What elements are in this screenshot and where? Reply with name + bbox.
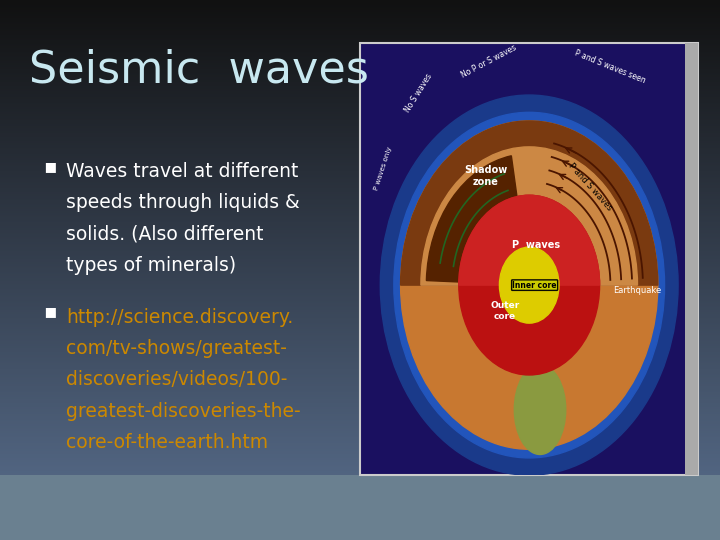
- Text: P and S waves: P and S waves: [567, 161, 613, 213]
- Text: Seismic  waves: Seismic waves: [29, 49, 369, 92]
- Wedge shape: [426, 156, 529, 285]
- Circle shape: [380, 95, 678, 475]
- Text: Shadow
zone: Shadow zone: [464, 165, 508, 187]
- Text: greatest-discoveries-the-: greatest-discoveries-the-: [66, 402, 301, 421]
- Circle shape: [500, 247, 559, 323]
- Text: types of minerals): types of minerals): [66, 256, 236, 275]
- FancyBboxPatch shape: [685, 35, 705, 475]
- Wedge shape: [421, 147, 637, 285]
- Text: No S waves: No S waves: [402, 72, 433, 114]
- Circle shape: [400, 121, 658, 449]
- Text: P and S waves seen: P and S waves seen: [574, 48, 647, 85]
- Text: ▪: ▪: [43, 157, 57, 176]
- Text: solids. (Also different: solids. (Also different: [66, 225, 264, 244]
- Text: discoveries/videos/100-: discoveries/videos/100-: [66, 370, 287, 389]
- Text: Earthquake: Earthquake: [613, 286, 662, 295]
- Text: Outer
core: Outer core: [490, 301, 519, 321]
- Ellipse shape: [514, 364, 566, 455]
- Text: com/tv-shows/greatest-: com/tv-shows/greatest-: [66, 339, 287, 358]
- FancyBboxPatch shape: [360, 43, 698, 475]
- Text: speeds through liquids &: speeds through liquids &: [66, 193, 300, 212]
- FancyBboxPatch shape: [0, 475, 720, 540]
- Text: Inner core: Inner core: [513, 281, 557, 289]
- Text: ▪: ▪: [43, 302, 57, 321]
- Circle shape: [394, 112, 665, 458]
- Text: P  waves: P waves: [512, 240, 560, 251]
- Text: No P or S waves: No P or S waves: [459, 43, 518, 80]
- Text: P waves only: P waves only: [373, 146, 393, 191]
- Wedge shape: [459, 195, 600, 285]
- Text: core-of-the-earth.htm: core-of-the-earth.htm: [66, 433, 269, 452]
- Wedge shape: [400, 121, 658, 285]
- Text: http://science.discovery.: http://science.discovery.: [66, 308, 294, 327]
- Circle shape: [459, 195, 600, 375]
- Text: Waves travel at different: Waves travel at different: [66, 162, 299, 181]
